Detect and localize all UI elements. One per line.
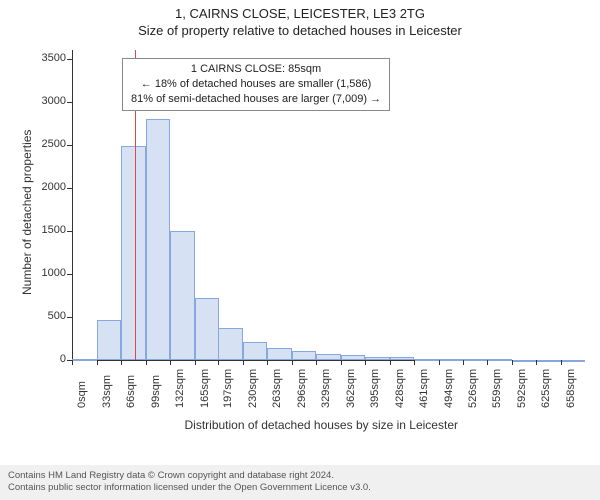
x-tick-mark <box>536 360 537 365</box>
x-tick-mark <box>390 360 391 365</box>
y-tick-label: 1500 <box>32 224 66 236</box>
histogram-bar <box>512 360 537 362</box>
x-tick-label: 296sqm <box>296 369 308 408</box>
info-line-1: 1 CAIRNS CLOSE: 85sqm <box>131 62 381 77</box>
histogram-bar <box>170 231 195 360</box>
histogram-bar <box>316 354 341 360</box>
x-tick-label: 428sqm <box>394 369 406 408</box>
x-tick-label: 99sqm <box>150 375 162 408</box>
histogram-bar <box>72 359 97 361</box>
x-tick-mark <box>170 360 171 365</box>
y-tick-mark <box>67 317 72 318</box>
x-tick-label: 658sqm <box>565 369 577 408</box>
histogram-bar <box>390 357 415 360</box>
x-tick-mark <box>316 360 317 365</box>
x-tick-label: 197sqm <box>222 369 234 408</box>
x-tick-mark <box>218 360 219 365</box>
x-tick-label: 494sqm <box>443 369 455 408</box>
x-tick-label: 526sqm <box>467 369 479 408</box>
title-sub: Size of property relative to detached ho… <box>0 21 600 38</box>
x-axis-label: Distribution of detached houses by size … <box>185 418 459 432</box>
x-tick-mark <box>195 360 196 365</box>
x-tick-label: 263sqm <box>271 369 283 408</box>
x-tick-mark <box>439 360 440 365</box>
y-tick-mark <box>67 145 72 146</box>
x-tick-label: 559sqm <box>491 369 503 408</box>
info-line-3: 81% of semi-detached houses are larger (… <box>131 92 381 107</box>
y-tick-mark <box>67 231 72 232</box>
x-tick-mark <box>97 360 98 365</box>
histogram-bar <box>561 360 586 362</box>
histogram-bar <box>97 320 122 360</box>
x-tick-label: 33sqm <box>101 375 113 408</box>
y-tick-label: 3500 <box>32 52 66 64</box>
y-tick-label: 500 <box>32 310 66 322</box>
y-tick-label: 2500 <box>32 138 66 150</box>
histogram-bar <box>439 359 464 361</box>
info-line-2: ← 18% of detached houses are smaller (1,… <box>131 77 381 92</box>
histogram-bar <box>195 298 220 360</box>
histogram-bar <box>267 348 292 360</box>
axis-line <box>72 50 73 360</box>
x-tick-mark <box>243 360 244 365</box>
x-tick-label: 230sqm <box>247 369 259 408</box>
x-tick-mark <box>121 360 122 365</box>
x-tick-mark <box>341 360 342 365</box>
x-tick-mark <box>487 360 488 365</box>
x-tick-mark <box>267 360 268 365</box>
histogram-bar <box>121 146 146 360</box>
histogram-bar <box>292 351 317 360</box>
x-tick-label: 592sqm <box>516 369 528 408</box>
histogram-bar <box>365 357 390 360</box>
chart-container: 1, CAIRNS CLOSE, LEICESTER, LE3 2TG Size… <box>0 0 600 500</box>
histogram-bar <box>341 355 366 360</box>
x-tick-mark <box>72 360 73 365</box>
x-tick-label: 0sqm <box>76 381 88 408</box>
y-tick-label: 3000 <box>32 95 66 107</box>
x-tick-mark <box>561 360 562 365</box>
y-tick-label: 1000 <box>32 267 66 279</box>
x-tick-mark <box>292 360 293 365</box>
footer-line-1: Contains HM Land Registry data © Crown c… <box>8 470 592 482</box>
footer: Contains HM Land Registry data © Crown c… <box>0 465 600 500</box>
histogram-bar <box>218 328 243 360</box>
x-tick-label: 132sqm <box>174 369 186 408</box>
x-tick-label: 461sqm <box>418 369 430 408</box>
histogram-bar <box>463 359 488 361</box>
y-tick-label: 0 <box>32 353 66 365</box>
y-tick-label: 2000 <box>32 181 66 193</box>
x-tick-label: 165sqm <box>199 369 211 408</box>
x-tick-mark <box>365 360 366 365</box>
histogram-bar <box>146 119 171 360</box>
x-tick-label: 625sqm <box>540 369 552 408</box>
y-tick-mark <box>67 102 72 103</box>
y-tick-mark <box>67 59 72 60</box>
x-tick-label: 362sqm <box>345 369 357 408</box>
y-tick-mark <box>67 188 72 189</box>
x-tick-mark <box>146 360 147 365</box>
histogram-bar <box>243 342 268 360</box>
histogram-bar <box>536 360 561 362</box>
x-tick-label: 66sqm <box>125 375 137 408</box>
x-tick-label: 329sqm <box>320 369 332 408</box>
histogram-bar <box>487 359 512 361</box>
x-tick-mark <box>414 360 415 365</box>
y-tick-mark <box>67 274 72 275</box>
title-main: 1, CAIRNS CLOSE, LEICESTER, LE3 2TG <box>0 0 600 21</box>
info-box: 1 CAIRNS CLOSE: 85sqm ← 18% of detached … <box>122 58 390 111</box>
footer-line-2: Contains public sector information licen… <box>8 482 592 494</box>
x-tick-mark <box>463 360 464 365</box>
x-tick-mark <box>512 360 513 365</box>
histogram-bar <box>414 359 439 361</box>
x-tick-label: 395sqm <box>369 369 381 408</box>
